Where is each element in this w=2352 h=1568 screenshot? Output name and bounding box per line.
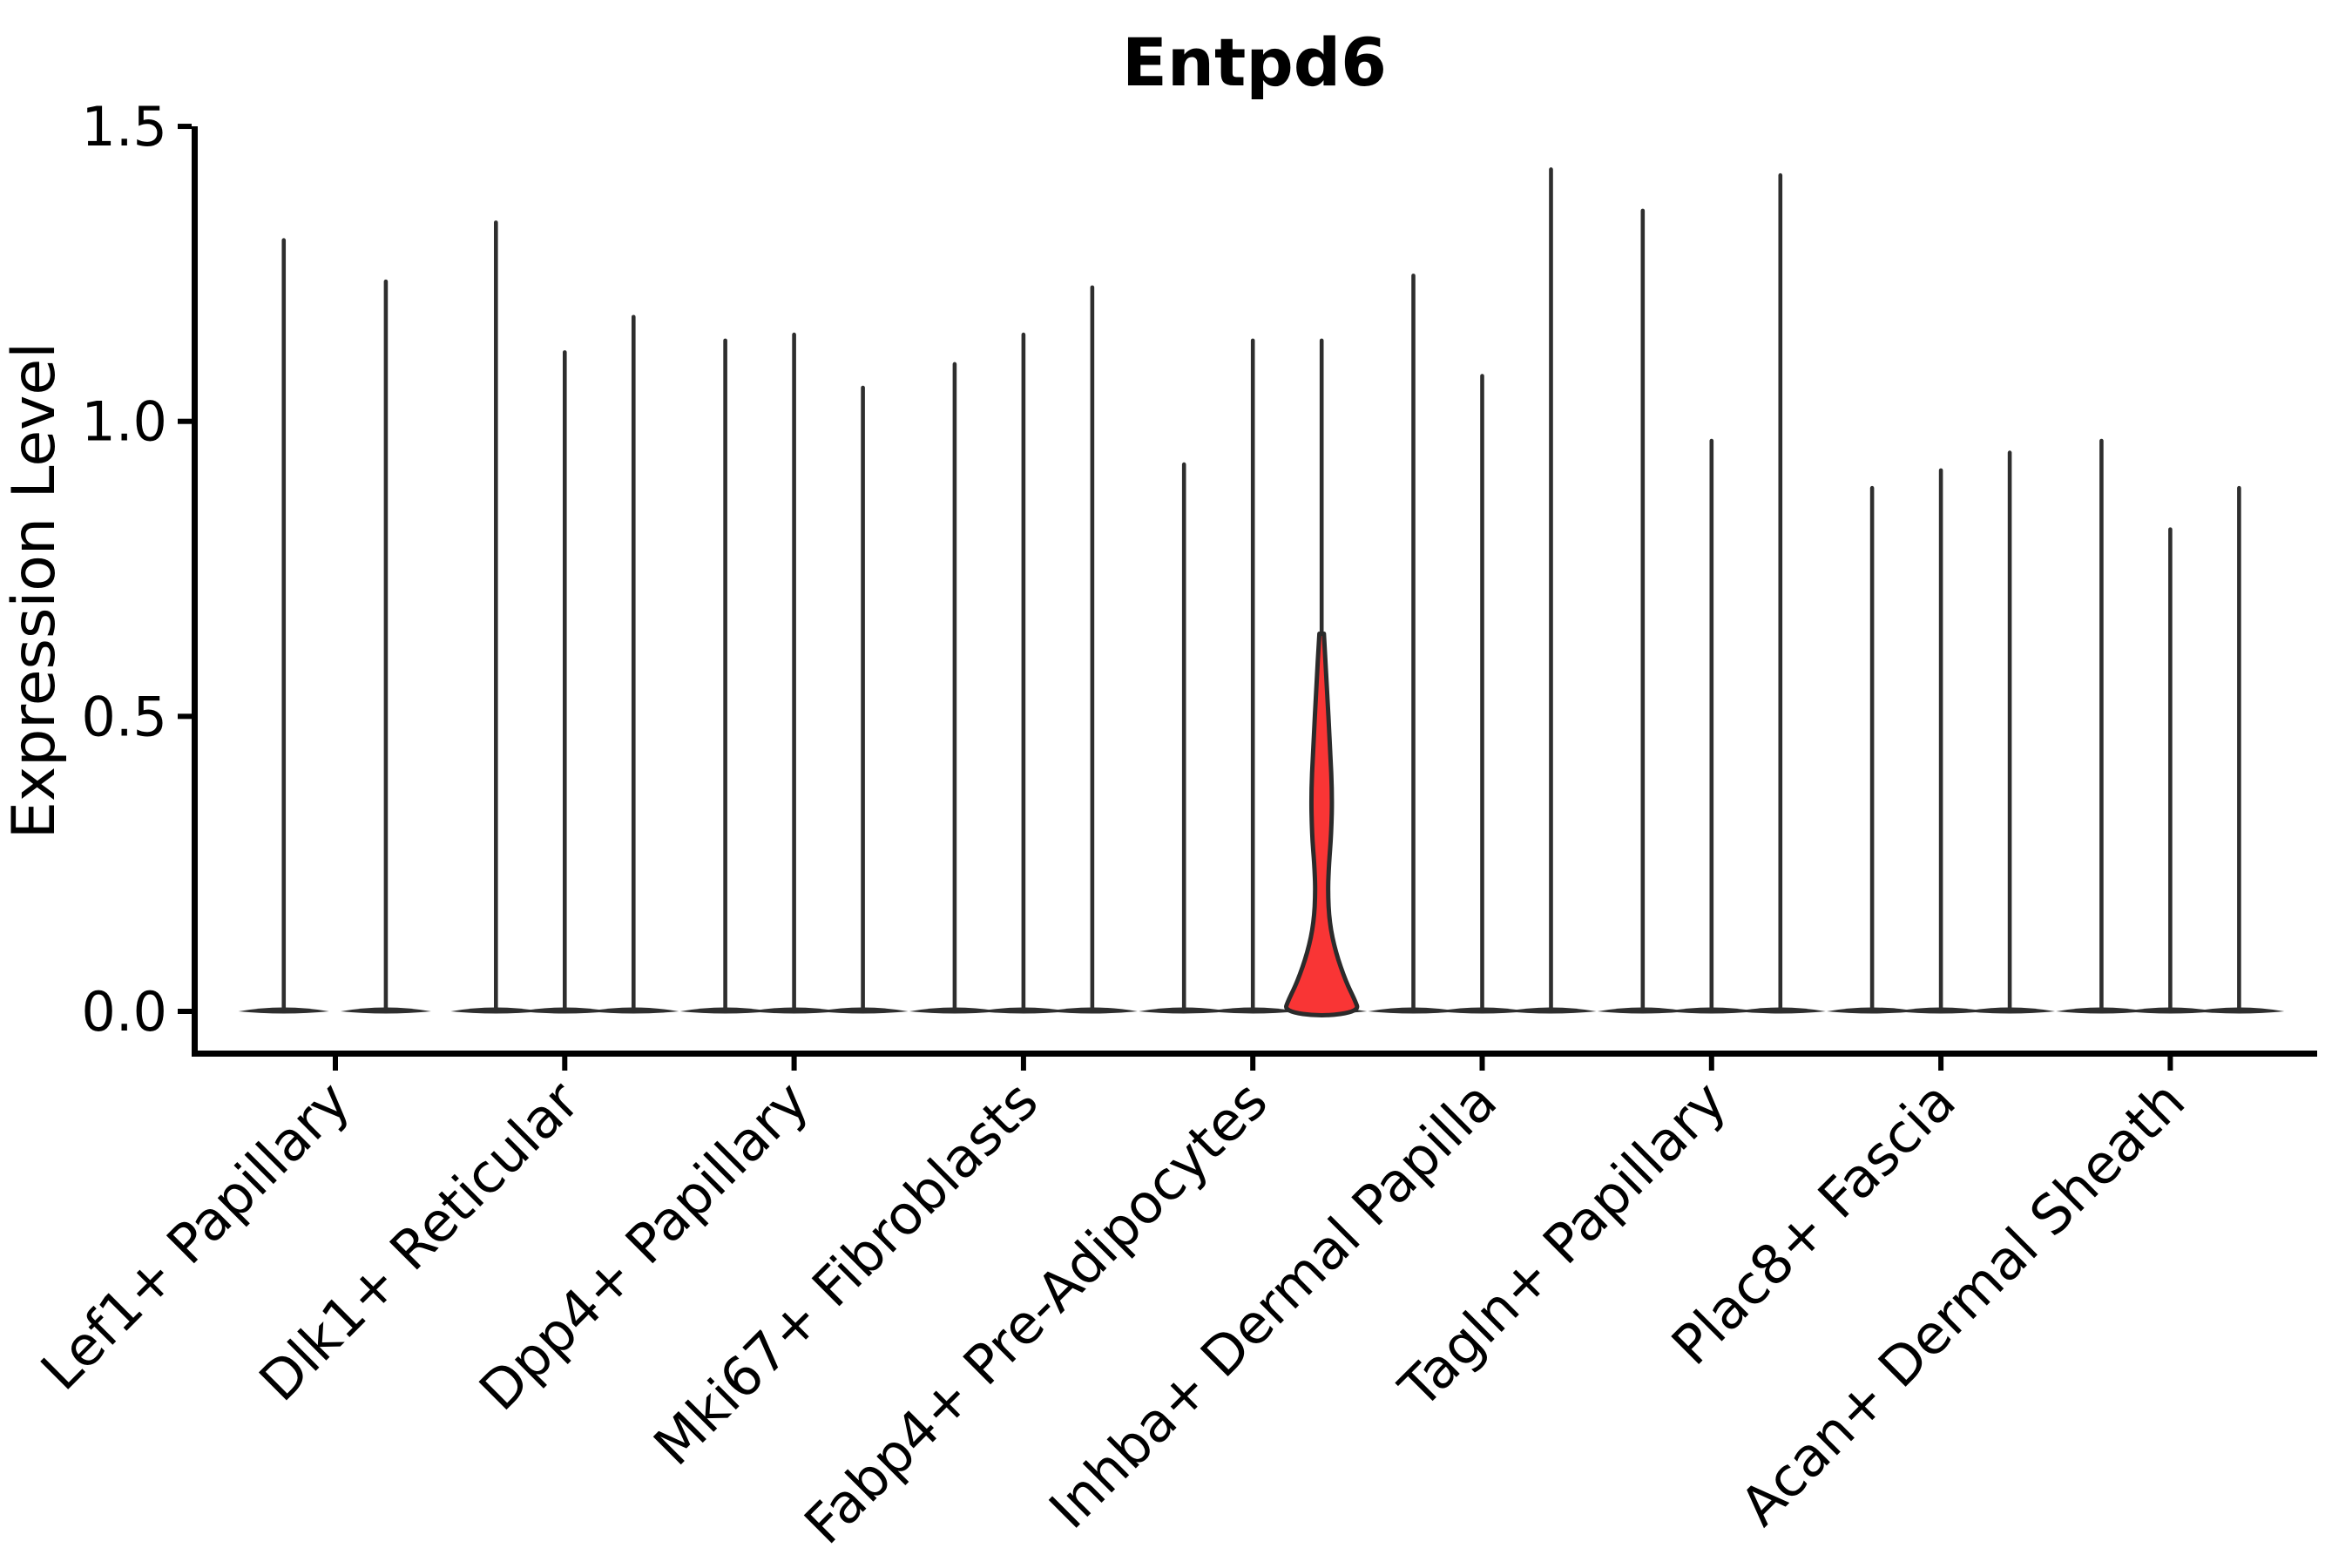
x-tick — [2167, 1057, 2173, 1071]
y-tick-label: 1.0 — [81, 390, 167, 454]
x-tick-label: Inhba+ Dermal Papilla — [1037, 1069, 1509, 1541]
y-tick — [178, 713, 192, 720]
x-tick — [562, 1057, 568, 1071]
x-tick — [1479, 1057, 1485, 1071]
bottom-spine — [192, 1051, 2317, 1057]
chart-title: Entpd6 — [1122, 24, 1387, 101]
x-tick-label: Mki67+ Fibroblasts — [641, 1069, 1050, 1477]
highlighted-violin — [1284, 632, 1360, 1017]
y-tick — [178, 1009, 192, 1014]
x-tick — [1938, 1057, 1944, 1071]
x-tick — [333, 1057, 338, 1071]
x-tick — [1708, 1057, 1714, 1071]
x-tick-label: Fabp4+ Pre-Adipocytes — [792, 1069, 1279, 1556]
x-tick-label: Acan+ Dermal Sheath — [1728, 1069, 2197, 1538]
y-axis: 0.0 0.5 1.0 1.5 — [81, 95, 192, 1044]
y-tick-label: 0.0 — [81, 980, 167, 1044]
y-tick-label: 0.5 — [81, 685, 167, 748]
x-tick — [1020, 1057, 1026, 1071]
y-tick-label: 1.5 — [81, 95, 167, 159]
left-spine — [192, 126, 198, 1056]
x-tick — [1250, 1057, 1256, 1071]
x-tick — [791, 1057, 797, 1071]
y-tick — [178, 124, 192, 130]
y-axis-label: Expression Level — [0, 342, 69, 839]
violins-layer — [238, 167, 2285, 1017]
y-tick — [178, 418, 192, 424]
